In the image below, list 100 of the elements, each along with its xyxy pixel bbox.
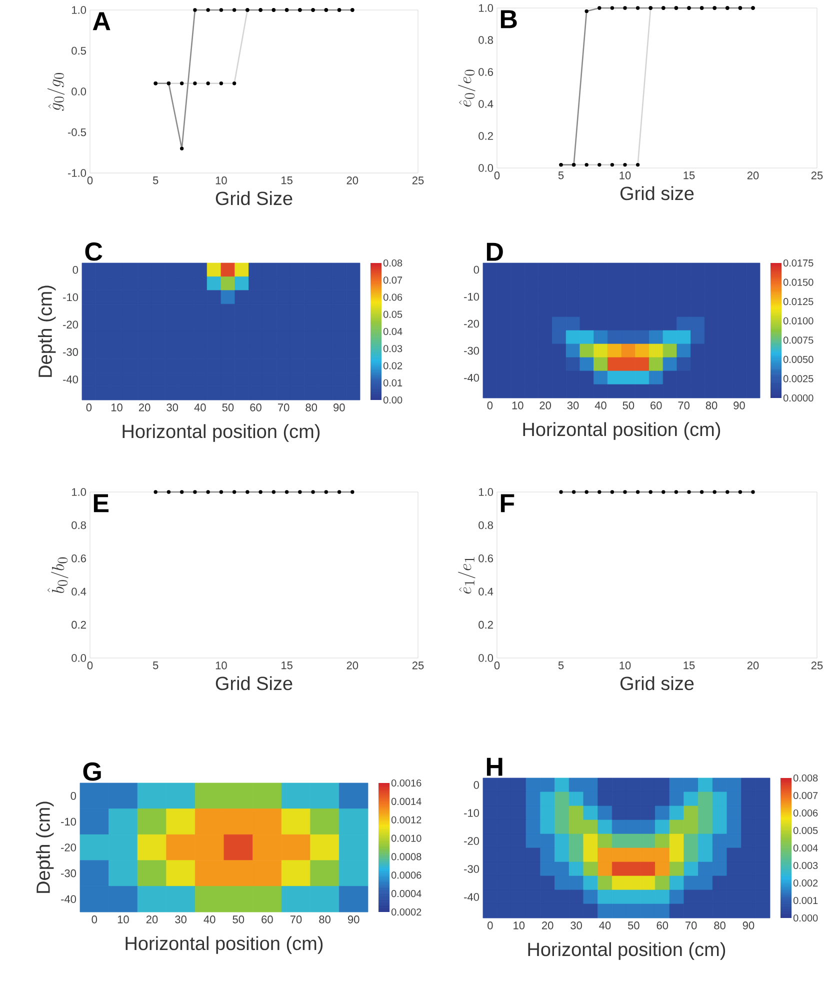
y-tick-label: 0.4 (478, 100, 494, 108)
x-tick-label: 70 (290, 916, 302, 924)
y-tick-label: 0.5 (72, 46, 86, 55)
x-tick-label: 20 (346, 662, 358, 670)
x-tick-label: 10 (111, 404, 122, 412)
x-tick-label: 25 (811, 662, 823, 670)
y-tick-label: -40 (63, 376, 78, 384)
y-tick-label: -20 (63, 320, 78, 329)
color-bar-label: 0.0014 (391, 798, 422, 805)
x-tick-label: 10 (216, 662, 227, 670)
x-tick-label: 20 (542, 922, 554, 930)
x-tick-label: 30 (166, 404, 178, 412)
x-tick-label: 50 (232, 916, 244, 924)
x-tick-label: 60 (650, 402, 662, 410)
color-bar-label: 0.004 (793, 844, 818, 852)
y-tick-label: -30 (61, 869, 76, 878)
color-bar-label: 0.02 (383, 362, 402, 370)
x-tick-label: 90 (348, 916, 360, 924)
color-bar-label: 0.0012 (391, 816, 422, 824)
x-tick-label: 20 (747, 662, 759, 670)
x-tick-label: 50 (628, 922, 640, 930)
color-bar-label: 0.0000 (783, 394, 814, 402)
text: G (83, 762, 101, 781)
x-tick-label: 30 (175, 916, 186, 924)
color-bar-label: 0.007 (793, 792, 818, 800)
x-tick-label: 20 (138, 404, 150, 412)
y-tick-label: 0 (70, 792, 76, 800)
x-tick-label: 80 (714, 922, 726, 930)
x-axis-title: Grid size (620, 186, 694, 200)
color-bar-label: 0.0050 (783, 356, 814, 363)
x-tick-label: 25 (412, 176, 424, 184)
y-axis-title: Depth (cm) (38, 286, 56, 377)
y-tick-label: 0.0 (72, 88, 86, 96)
x-tick-label: 80 (319, 916, 330, 924)
color-bar-label: 0.001 (793, 896, 818, 904)
x-tick-label: 40 (594, 402, 606, 410)
y-tick-label: -10 (63, 293, 78, 302)
x-tick-label: 5 (558, 172, 564, 180)
y-tick-label: -10 (464, 292, 480, 301)
y-tick-label: 0.8 (478, 521, 493, 530)
x-tick-label: 50 (222, 404, 234, 412)
y-tick-label: -30 (464, 346, 480, 355)
color-bar-label: 0.008 (793, 774, 818, 782)
color-bar-label: 0.06 (383, 294, 402, 301)
color-bar-label: 0.0008 (391, 853, 422, 860)
y-tick-label: 0.0 (72, 654, 86, 662)
y-tick-label: -30 (464, 865, 480, 873)
x-tick-label: 15 (282, 662, 292, 670)
y-tick-label: -20 (464, 320, 480, 328)
x-axis-title: Grid Size (216, 676, 292, 690)
color-bar-label: 0.003 (793, 862, 818, 870)
color-bar-label: 0.0125 (783, 298, 814, 306)
x-tick-label: 60 (656, 922, 668, 930)
y-tick-label: 1.0 (72, 488, 86, 496)
y-tick-label: -20 (61, 844, 76, 852)
x-tick-label: 25 (811, 172, 823, 180)
color-bar-label: 0.000 (793, 914, 818, 922)
y-tick-label: 0 (474, 781, 480, 789)
x-tick-label: 90 (334, 404, 345, 412)
x-tick-label: 10 (118, 916, 129, 924)
y-axis-title: $\hat{g}_0/g_0$ (47, 72, 65, 111)
x-axis-title: Horizontal position (cm) (523, 422, 720, 440)
x-tick-label: 5 (152, 176, 158, 184)
x-tick-label: 40 (599, 922, 611, 930)
x-tick-label: 15 (282, 176, 292, 184)
x-tick-label: 20 (146, 916, 158, 924)
y-tick-label: -20 (464, 837, 480, 845)
x-tick-label: 20 (346, 176, 358, 184)
color-bar-label: 0.04 (383, 328, 402, 336)
color-bar-label: 0.0006 (391, 872, 422, 879)
y-tick-label: 0.8 (72, 521, 86, 530)
color-bar-label: 0.07 (383, 276, 402, 284)
color-bar-label: 0.0100 (783, 317, 814, 324)
x-tick-label: 10 (620, 662, 631, 670)
x-tick-label: 50 (622, 402, 634, 410)
x-tick-label: 20 (540, 402, 552, 410)
y-tick-label: 1.0 (72, 6, 86, 14)
x-tick-label: 0 (87, 662, 93, 670)
x-tick-label: 30 (570, 922, 582, 930)
text: H (486, 758, 502, 776)
x-tick-label: 40 (194, 404, 206, 412)
y-tick-label: 0.6 (478, 68, 493, 76)
y-axis-title: $\hat{e}_0/e_0$ (458, 70, 476, 107)
y-tick-label: -40 (464, 893, 480, 901)
x-tick-label: 10 (512, 402, 524, 410)
y-tick-label: 0.6 (72, 554, 86, 562)
annotation: A (92, 12, 110, 30)
x-tick-label: 25 (412, 662, 424, 670)
y-tick-label: 0.2 (478, 132, 493, 140)
x-tick-label: 5 (558, 662, 564, 670)
x-axis-title: Grid size (620, 676, 694, 690)
y-tick-label: -10 (61, 818, 76, 826)
color-bar-label: 0.00 (383, 396, 402, 404)
y-tick-label: 0.6 (478, 554, 493, 562)
color-bar-label: 0.005 (793, 826, 818, 834)
color-bar-label: 0.05 (383, 310, 402, 318)
x-axis-title: Grid Size (216, 191, 292, 206)
y-tick-label: 0.8 (478, 36, 493, 44)
y-tick-label: 0.2 (72, 620, 86, 629)
y-tick-label: -0.5 (68, 128, 86, 136)
